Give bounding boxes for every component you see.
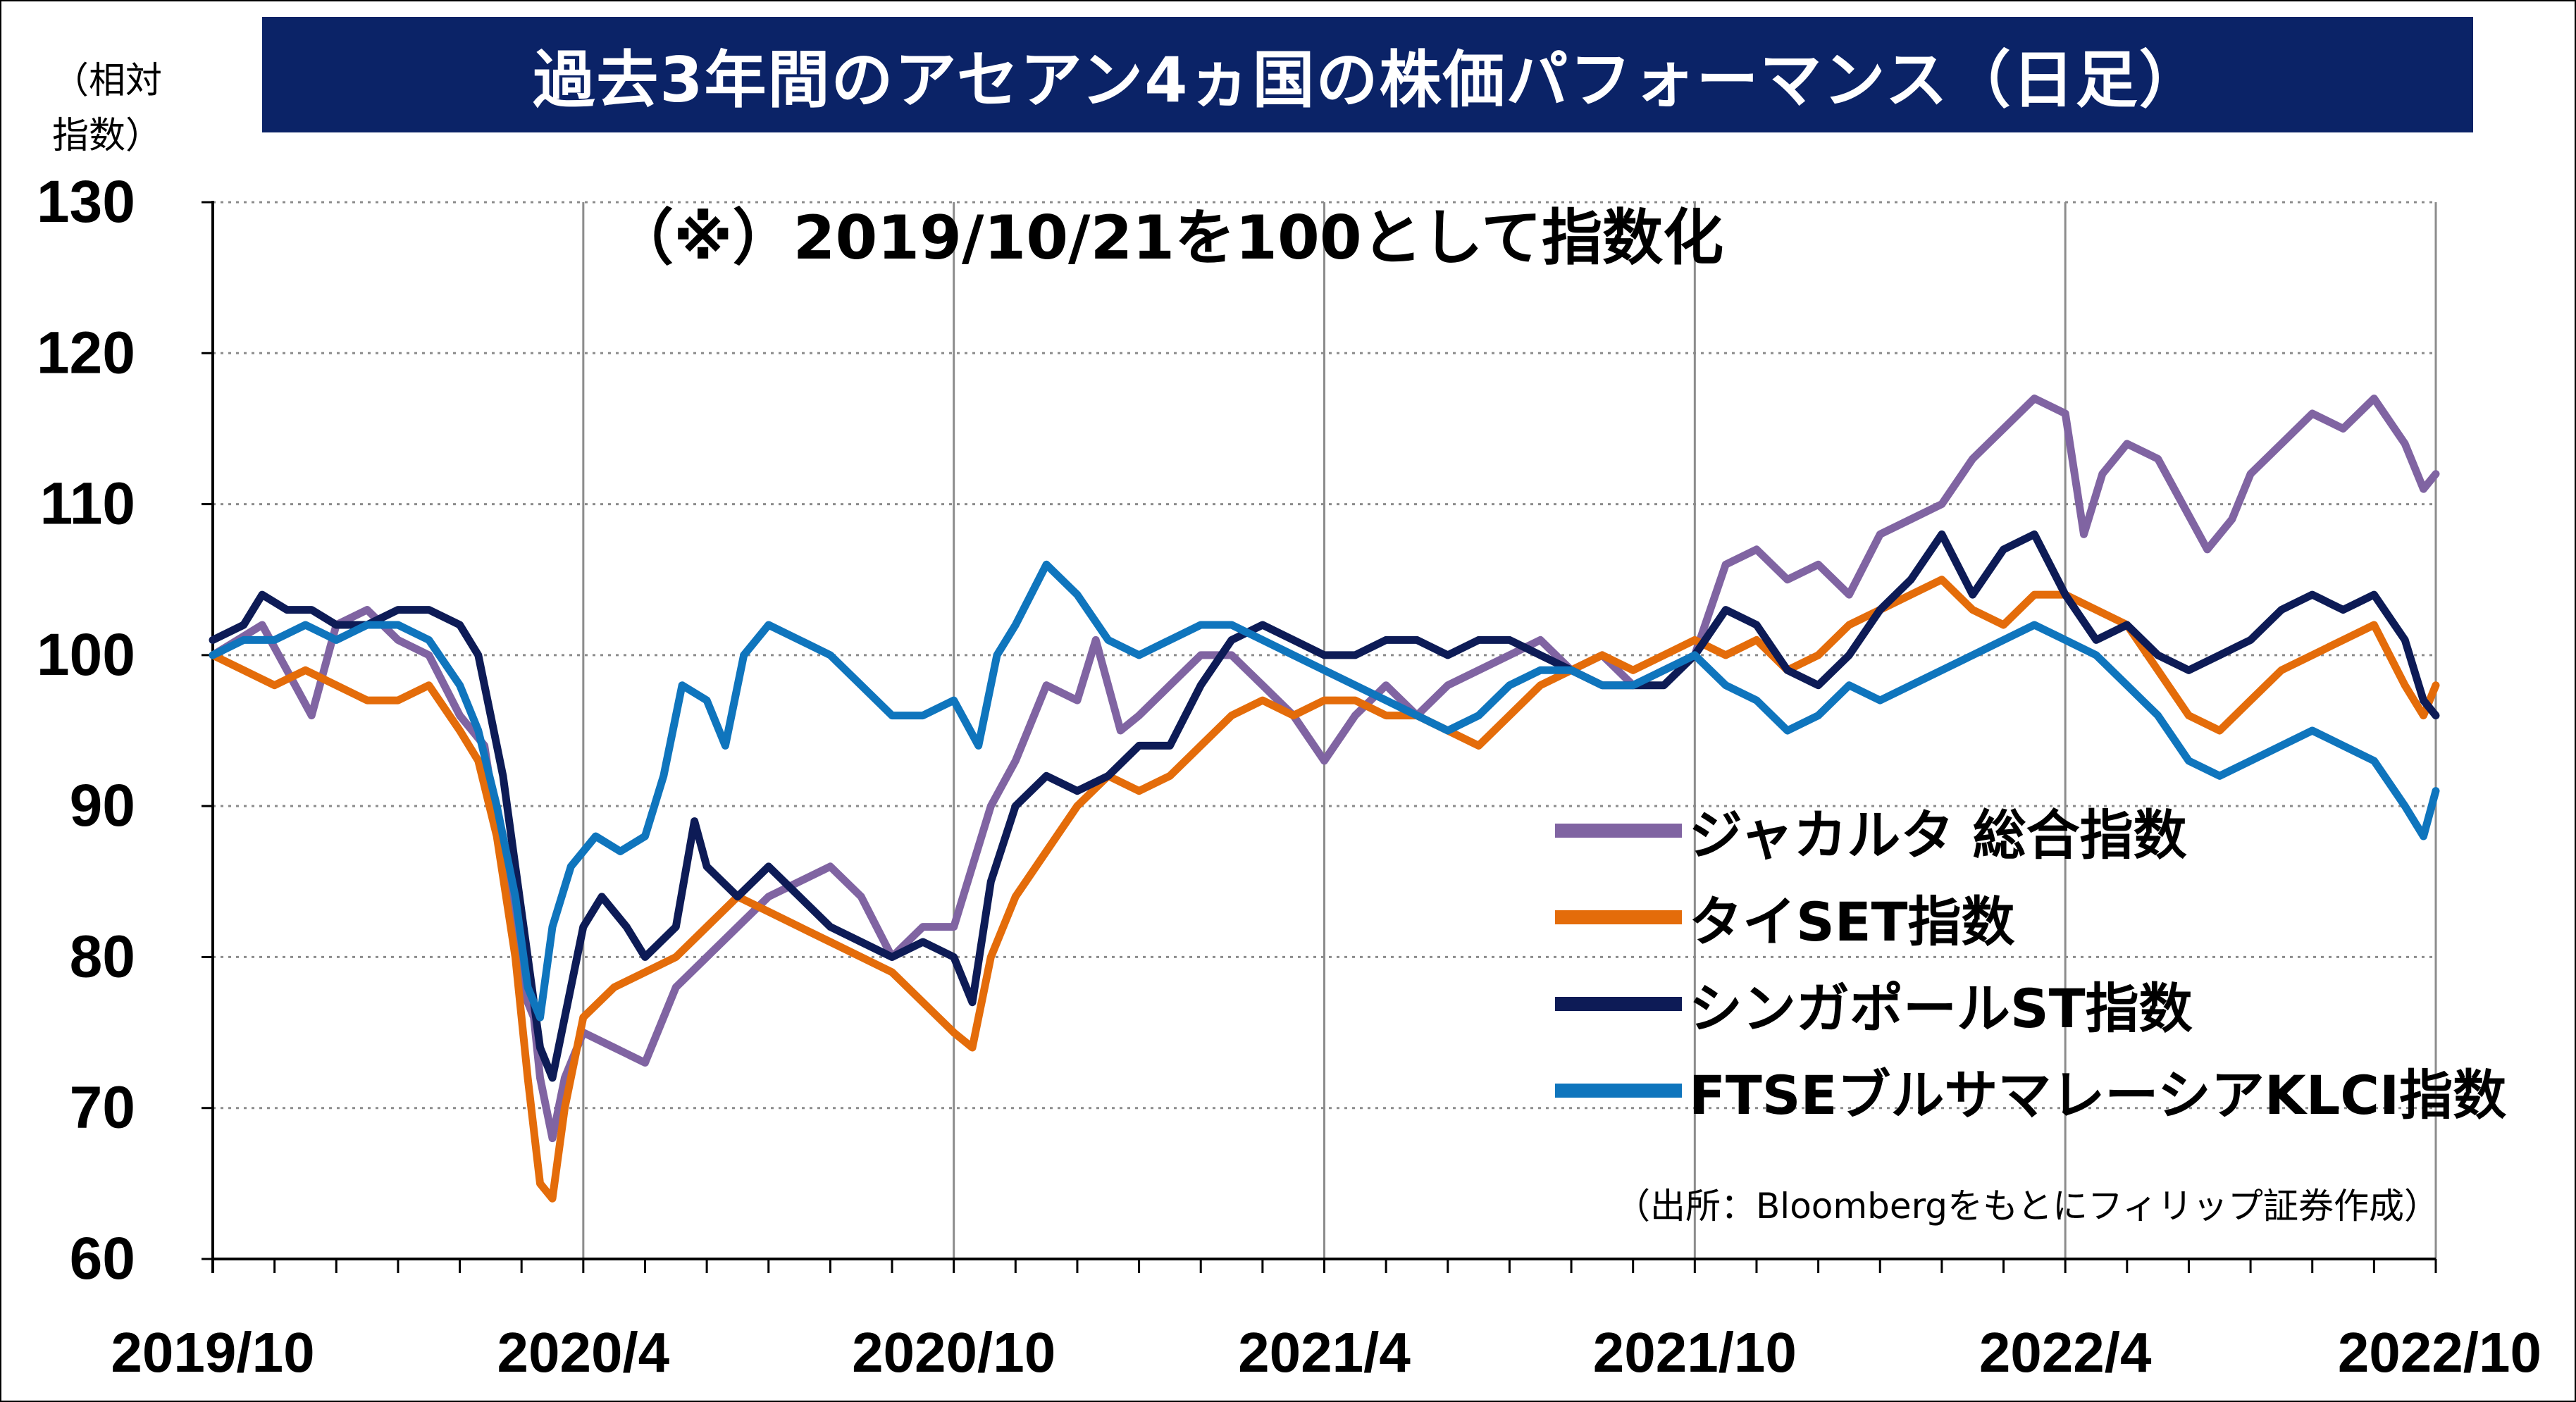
series-line-klci xyxy=(209,560,2440,1022)
title-bar-background xyxy=(262,17,2473,132)
legend: ジャカルタ 総合指数 タイSET指数 シンガポールST指数 FTSEブルサマレー… xyxy=(1555,787,2506,1134)
series-layer xyxy=(209,395,2440,1203)
x-tick-label: 2019/10 xyxy=(111,1321,314,1384)
grid-layer xyxy=(213,201,2437,1259)
legend-swatch-singapore-st xyxy=(1555,996,1682,1011)
y-tick-label: 110 xyxy=(39,471,135,537)
x-tick-label: 2020/4 xyxy=(497,1321,669,1384)
legend-label-klci: FTSEブルサマレーシアKLCI指数 xyxy=(1689,1063,2507,1127)
y-tick-label: 70 xyxy=(70,1074,135,1141)
chart-subtitle: （※）2019/10/21を100として指数化 xyxy=(613,203,1724,273)
x-tick-label: 2022/4 xyxy=(1979,1321,2152,1384)
y-tick-label: 100 xyxy=(37,621,135,688)
series-line-singapore-st xyxy=(209,530,2440,1082)
legend-item-singapore-st: シンガポールST指数 xyxy=(1555,960,2506,1047)
source-note: （出所：Bloombergをもとにフィリップ証券作成） xyxy=(1615,1186,2439,1227)
legend-swatch-klci xyxy=(1555,1083,1682,1098)
tick-labels-layer: 60 70 80 90 100 110 120 130 2019/10 2020/4 2020/10… xyxy=(37,168,2541,1384)
legend-item-thai-set: タイSET指数 xyxy=(1555,874,2506,960)
legend-item-jakarta: ジャカルタ 総合指数 xyxy=(1555,787,2506,874)
axes-layer xyxy=(202,201,2437,1273)
legend-item-klci: FTSEブルサマレーシアKLCI指数 xyxy=(1555,1047,2506,1134)
y-tick-label: 130 xyxy=(37,168,135,235)
x-tick-label: 2020/10 xyxy=(852,1321,1055,1384)
x-tick-label: 2021/10 xyxy=(1593,1321,1797,1384)
x-tick-label: 2021/4 xyxy=(1238,1321,1411,1384)
y-axis-unit-line-2: 指数） xyxy=(52,115,163,157)
legend-label-thai-set: タイSET指数 xyxy=(1689,890,2015,953)
y-tick-label: 80 xyxy=(70,923,135,989)
x-tick-label: 2022/10 xyxy=(2338,1321,2541,1384)
y-tick-label: 120 xyxy=(37,319,135,385)
legend-swatch-thai-set xyxy=(1555,910,1682,924)
legend-label-jakarta: ジャカルタ 総合指数 xyxy=(1689,803,2187,867)
y-axis-unit-line-1: （相対 xyxy=(52,60,163,102)
legend-label-singapore-st: シンガポールST指数 xyxy=(1689,976,2193,1040)
chart-title: 過去3年間のアセアン4ヵ国の株価パフォーマンス（日足） xyxy=(533,43,2203,116)
y-tick-label: 90 xyxy=(70,772,135,838)
y-tick-label: 60 xyxy=(70,1225,135,1291)
legend-swatch-jakarta xyxy=(1555,823,1682,838)
